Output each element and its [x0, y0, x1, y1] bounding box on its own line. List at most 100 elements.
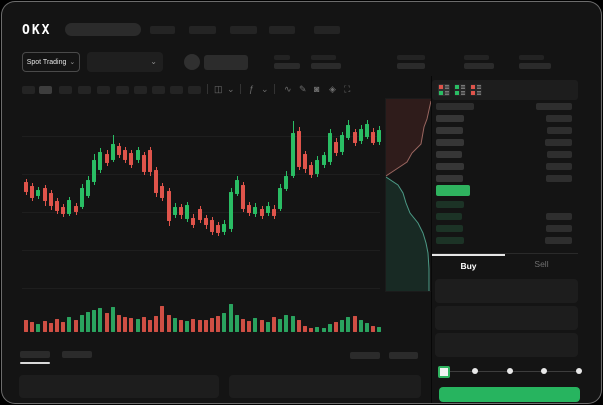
total-field[interactable]: [435, 333, 578, 357]
candle-body: [197, 209, 202, 220]
ask-price: [436, 139, 464, 146]
timeframe-button[interactable]: [22, 86, 35, 94]
market-type-selector[interactable]: Spot Trading ⌄: [22, 52, 80, 72]
candle-body: [148, 150, 152, 172]
ask-amount: [546, 115, 572, 122]
nav-item[interactable]: [269, 26, 295, 34]
bid-amount: [546, 225, 572, 232]
candle-body: [241, 185, 245, 209]
last-price-indicator[interactable]: [436, 185, 470, 196]
chart-style-icon[interactable]: ◫: [214, 84, 223, 94]
price-field[interactable]: [435, 279, 578, 303]
nav-item[interactable]: [314, 26, 340, 34]
order-book-bids-icon[interactable]: [454, 84, 466, 96]
compare-icon[interactable]: ∿: [284, 84, 292, 94]
timeframe-button[interactable]: [170, 86, 183, 94]
volume-bar: [371, 326, 376, 332]
footer-tab[interactable]: [20, 351, 50, 358]
timeframe-button[interactable]: [116, 86, 129, 94]
fullscreen-icon[interactable]: ⛶: [344, 84, 351, 94]
candle-body: [185, 205, 190, 219]
volume-bar: [172, 318, 177, 332]
bid-amount: [545, 237, 572, 244]
timeframe-button[interactable]: [97, 86, 110, 94]
timeframe-button[interactable]: [39, 86, 52, 94]
nav-item[interactable]: [189, 26, 216, 34]
chevron-down-icon[interactable]: ⌄: [261, 84, 269, 94]
nav-item[interactable]: [150, 26, 175, 34]
footer-action[interactable]: [350, 352, 380, 359]
nav-item[interactable]: [230, 26, 257, 34]
candle-body: [371, 132, 376, 143]
candle-body: [358, 129, 363, 141]
order-book-asks-icon[interactable]: [470, 84, 482, 96]
tab-buy[interactable]: Buy: [432, 254, 505, 276]
pair-dropdown[interactable]: ⌄: [87, 52, 163, 72]
volume-bar: [228, 304, 233, 332]
timeframe-button[interactable]: [134, 86, 147, 94]
chevron-down-icon: ⌄: [69, 58, 76, 66]
tab-sell[interactable]: Sell: [505, 254, 578, 274]
slider-step-dot[interactable]: [507, 368, 513, 374]
timeframe-button[interactable]: [78, 86, 91, 94]
gridline: [22, 174, 380, 175]
timeframe-button[interactable]: [152, 86, 165, 94]
ask-price: [436, 163, 464, 170]
settings-icon[interactable]: ◈: [329, 84, 336, 94]
candle-body: [272, 209, 276, 216]
candle-body: [61, 207, 66, 214]
draw-icon[interactable]: ✎: [299, 84, 307, 94]
footer-action[interactable]: [389, 352, 418, 359]
footer-tab[interactable]: [62, 351, 92, 358]
depth-chart[interactable]: [385, 98, 432, 292]
okx-logo[interactable]: OKX: [22, 23, 52, 38]
volume-bar: [160, 306, 165, 332]
buy-submit-button[interactable]: [439, 387, 580, 402]
volume-bar: [296, 320, 301, 332]
candle-body: [123, 150, 128, 160]
camera-icon[interactable]: ◙: [314, 84, 320, 94]
amount-field[interactable]: [435, 306, 578, 330]
search-input[interactable]: [65, 23, 141, 36]
candle-body: [172, 207, 177, 215]
header-action-button[interactable]: [204, 55, 248, 70]
candle-body: [259, 209, 264, 216]
volume-bar: [141, 317, 146, 332]
volume-bar: [117, 315, 121, 332]
candle-body: [228, 192, 233, 229]
volume-bar: [135, 319, 140, 332]
volume-bar: [154, 316, 159, 332]
chevron-down-icon: ⌄: [150, 57, 157, 66]
candle-body: [135, 150, 140, 160]
slider-step-dot[interactable]: [541, 368, 547, 374]
order-book-both-icon[interactable]: [438, 84, 450, 96]
candle-body: [92, 160, 97, 182]
toolbar-divider: [274, 84, 275, 94]
slider-handle[interactable]: [438, 366, 450, 378]
slider-step-dot[interactable]: [576, 368, 582, 374]
timeframe-button[interactable]: [59, 86, 72, 94]
chevron-down-icon[interactable]: ⌄: [227, 84, 235, 94]
gridline: [22, 136, 380, 137]
ask-amount: [545, 139, 572, 146]
candle-body: [296, 131, 301, 167]
orderbook-toolbar: [432, 80, 578, 100]
account-avatar[interactable]: [184, 54, 200, 70]
stat-value: [519, 63, 551, 69]
candle-body: [346, 125, 351, 138]
volume-bar: [104, 313, 109, 332]
candle-body: [160, 186, 165, 198]
volume-bar: [241, 319, 245, 332]
candle-body: [309, 165, 314, 175]
indicators-icon[interactable]: ƒ: [249, 84, 255, 94]
candle-body: [30, 186, 35, 198]
volume-bar: [42, 321, 47, 332]
ask-amount: [546, 175, 572, 182]
volume-bar: [73, 320, 78, 332]
timeframe-button[interactable]: [188, 86, 201, 94]
slider-step-dot[interactable]: [472, 368, 478, 374]
candle-body: [327, 133, 332, 162]
depth-svg: [386, 99, 431, 291]
